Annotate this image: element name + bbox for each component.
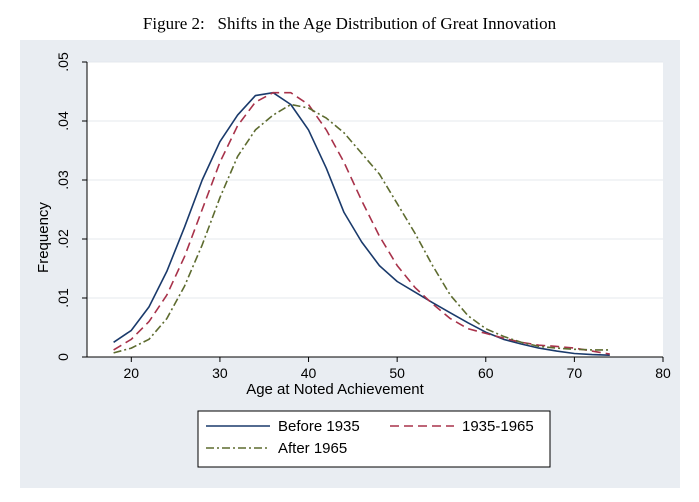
- x-tick-label: 50: [389, 365, 405, 381]
- y-tick-label: .01: [55, 288, 71, 308]
- legend-box: [197, 410, 551, 468]
- axes: [86, 62, 663, 358]
- x-tick-label: 80: [655, 365, 671, 381]
- plot-background: [87, 62, 663, 357]
- chart-panel: 0 .01 .02 .03 .04 .05 20 30 40 50 60 70 80 Age at No…: [20, 40, 680, 488]
- series-line-3: [113, 103, 610, 354]
- x-tick-label: 30: [212, 365, 228, 381]
- y-tick-label: .03: [55, 170, 71, 190]
- grid: [87, 61, 663, 299]
- series-layer: [113, 91, 610, 356]
- legend-label-2: 1935-1965: [462, 418, 534, 435]
- x-tick-label: 60: [478, 365, 494, 381]
- chart: 0 .01 .02 .03 .04 .05 20 30 40 50 60 70 80 Age at No…: [35, 52, 671, 468]
- y-tick-label: 0: [55, 353, 71, 361]
- y-axis-label: Frequency: [35, 202, 52, 273]
- y-tick-label: .04: [55, 111, 71, 131]
- ticks: 0 .01 .02 .03 .04 .05 20 30 40 50 60 70 80: [55, 52, 671, 381]
- legend-label-3: After 1965: [278, 440, 347, 457]
- series-line-1: [113, 91, 610, 356]
- x-tick-label: 70: [567, 365, 583, 381]
- y-tick-label: .02: [55, 229, 71, 249]
- x-axis-label: Age at Noted Achievement: [246, 381, 424, 398]
- x-tick-label: 20: [124, 365, 140, 381]
- figure-title: Figure 2: Shifts in the Age Distribution…: [142, 14, 557, 33]
- y-tick-label: .05: [55, 52, 71, 72]
- legend: Before 1935 1935-1965 After 1965: [197, 410, 551, 468]
- x-tick-label: 40: [301, 365, 317, 381]
- legend-label-1: Before 1935: [278, 418, 360, 435]
